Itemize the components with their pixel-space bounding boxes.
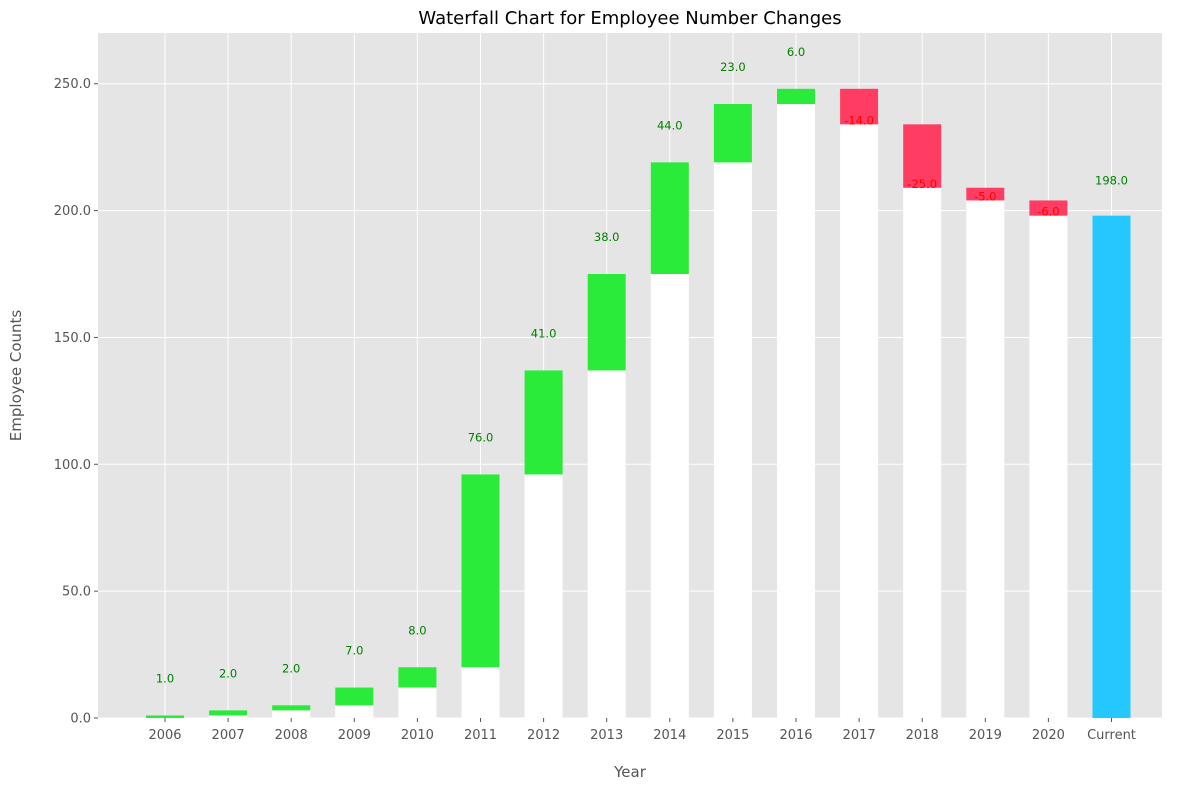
- base-bar: [524, 474, 563, 718]
- base-bar: [587, 370, 626, 718]
- y-axis-title: Employee Counts: [7, 310, 25, 442]
- increase-bar: [587, 274, 626, 371]
- x-axis-ticks: 2006 2007 2008 2009 2010 2011 2012 2013 2014 2015…: [148, 718, 1136, 743]
- base-bar: [713, 162, 752, 718]
- increase-bar: [524, 370, 563, 475]
- increase-bar: [272, 705, 311, 711]
- increase-bar: [713, 104, 752, 163]
- total-bar: [1092, 215, 1131, 718]
- bars: [146, 88, 1131, 719]
- data-label: 41.0: [531, 326, 557, 340]
- data-label: 6.0: [787, 45, 805, 59]
- data-label: -25.0: [907, 177, 937, 191]
- x-tick-label: 2015: [716, 728, 749, 743]
- data-label: 76.0: [468, 430, 494, 444]
- x-tick-label: 2010: [401, 728, 434, 743]
- base-bar: [272, 710, 311, 718]
- base-bar: [903, 187, 942, 718]
- data-label: 23.0: [720, 60, 746, 74]
- increase-bar: [146, 715, 184, 718]
- base-bar: [777, 104, 815, 718]
- increase-bar: [398, 667, 437, 688]
- base-bar: [840, 124, 879, 719]
- x-tick-label: 2020: [1032, 728, 1065, 743]
- base-bar: [650, 274, 689, 718]
- x-tick-label: 2016: [779, 728, 812, 743]
- x-tick-label: Current: [1087, 728, 1136, 743]
- data-label: 44.0: [657, 118, 683, 132]
- y-tick-label: 150.0: [54, 331, 91, 346]
- chart-title: Waterfall Chart for Employee Number Chan…: [418, 8, 841, 29]
- data-label: 1.0: [156, 671, 174, 685]
- data-label: -5.0: [974, 189, 996, 203]
- x-tick-label: 2014: [653, 728, 686, 743]
- increase-bar: [335, 687, 374, 706]
- decrease-bar: [903, 124, 942, 188]
- x-axis-title: Year: [613, 763, 647, 781]
- increase-bar: [650, 162, 689, 275]
- base-bar: [461, 667, 500, 718]
- decrease-bar: [1029, 200, 1068, 216]
- x-tick-label: 2007: [212, 728, 245, 743]
- x-tick-label: 2008: [275, 728, 308, 743]
- x-tick-label: 2009: [338, 728, 371, 743]
- data-label: 2.0: [282, 661, 300, 675]
- data-label: 7.0: [345, 644, 363, 658]
- increase-bar: [777, 88, 815, 105]
- data-label: 38.0: [594, 230, 620, 244]
- base-bar: [209, 715, 248, 718]
- increase-bar: [461, 474, 500, 668]
- x-tick-label: 2018: [906, 728, 939, 743]
- x-tick-label: 2012: [527, 728, 560, 743]
- y-tick-label: 0.0: [70, 712, 91, 727]
- x-tick-label: 2019: [969, 728, 1002, 743]
- y-tick-label: 250.0: [54, 77, 91, 92]
- data-label: 8.0: [408, 623, 426, 637]
- data-labels: 1.0 2.0 2.0 7.0 8.0 76.0 41.0 38.0 44.0 23.0 6.0 -1…: [156, 45, 1128, 686]
- base-bar: [1029, 215, 1068, 718]
- y-tick-label: 50.0: [62, 585, 91, 600]
- y-axis-ticks: 0.0 50.0 100.0 150.0 200.0 250.0: [54, 77, 98, 727]
- x-tick-label: 2017: [843, 728, 876, 743]
- increase-bar: [209, 710, 248, 716]
- y-tick-label: 200.0: [54, 204, 91, 219]
- y-tick-label: 100.0: [54, 458, 91, 473]
- decrease-bar: [840, 88, 879, 125]
- data-label: 2.0: [219, 666, 237, 680]
- x-tick-label: 2013: [590, 728, 623, 743]
- data-label: -6.0: [1037, 205, 1059, 219]
- data-label: -14.0: [844, 113, 874, 127]
- decrease-bar: [966, 187, 1005, 201]
- x-tick-label: 2011: [464, 728, 497, 743]
- base-bar: [335, 705, 374, 718]
- total-data-label: 198.0: [1095, 174, 1128, 188]
- base-bar: [966, 200, 1005, 718]
- base-bar: [398, 687, 437, 718]
- x-tick-label: 2006: [148, 728, 181, 743]
